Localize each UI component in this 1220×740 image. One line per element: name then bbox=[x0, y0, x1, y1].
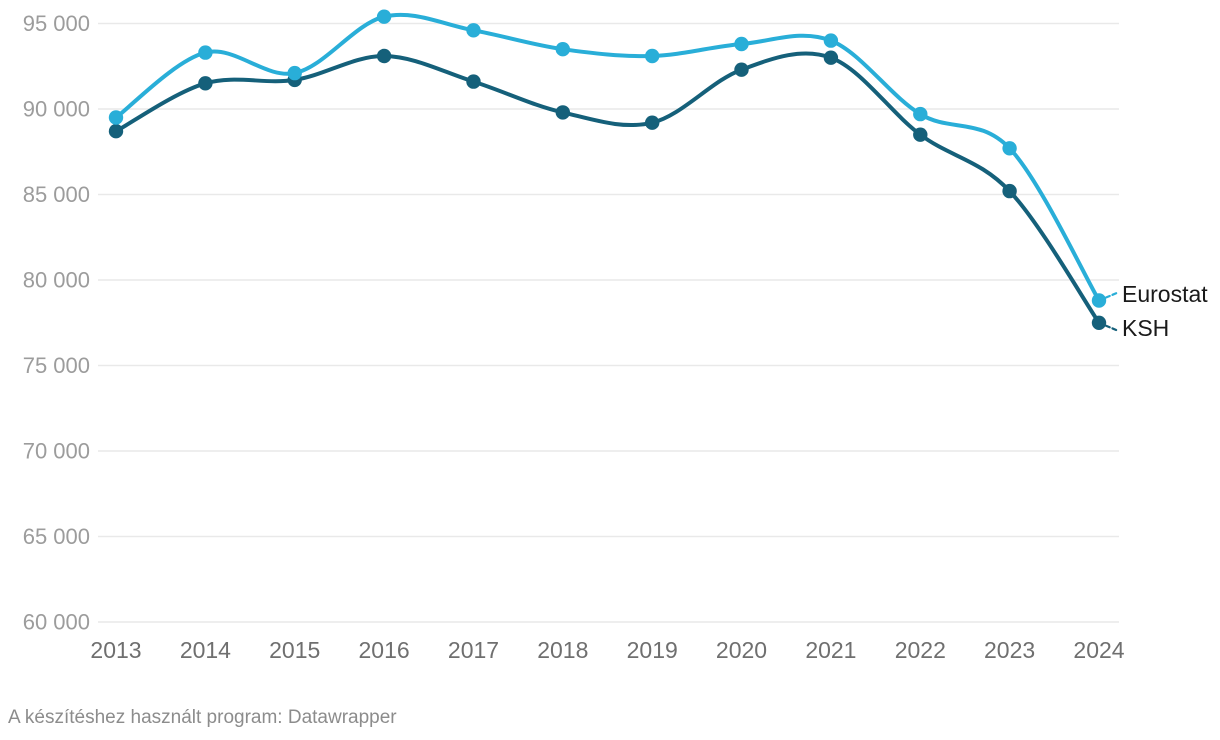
x-axis-tick-label: 2015 bbox=[269, 637, 320, 663]
data-point-eurostat-2019 bbox=[645, 48, 660, 64]
label-connector-eurostat bbox=[1104, 291, 1120, 299]
data-point-ksh-2020 bbox=[734, 62, 749, 77]
data-point-eurostat-2014 bbox=[198, 45, 213, 60]
y-axis-tick-label: 95 000 bbox=[23, 11, 90, 36]
x-axis-tick-label: 2016 bbox=[359, 637, 410, 663]
x-axis-tick-label: 2014 bbox=[180, 637, 231, 663]
x-axis-tick-label: 2023 bbox=[984, 637, 1035, 663]
data-point-eurostat-2018 bbox=[555, 42, 570, 57]
x-axis-tick-label: 2022 bbox=[895, 637, 946, 663]
y-axis-tick-label: 80 000 bbox=[23, 268, 90, 293]
data-point-ksh-2023 bbox=[1002, 183, 1017, 199]
y-axis-tick-label: 60 000 bbox=[23, 610, 90, 635]
data-point-eurostat-2015 bbox=[287, 65, 302, 81]
data-point-ksh-2019 bbox=[645, 115, 660, 130]
x-axis-tick-label: 2024 bbox=[1073, 637, 1124, 663]
data-point-ksh-2024 bbox=[1091, 315, 1107, 330]
data-point-eurostat-2021 bbox=[823, 33, 839, 48]
x-axis-tick-label: 2020 bbox=[716, 637, 767, 663]
data-point-eurostat-2020 bbox=[734, 36, 749, 52]
x-axis-tick-label: 2017 bbox=[448, 637, 499, 663]
data-point-ksh-2018 bbox=[555, 105, 570, 120]
y-axis-tick-label: 85 000 bbox=[23, 182, 90, 207]
data-point-ksh-2013 bbox=[108, 124, 124, 139]
series-label-eurostat: Eurostat bbox=[1122, 281, 1208, 307]
label-connector-ksh bbox=[1104, 324, 1120, 332]
x-axis-tick-label: 2021 bbox=[805, 637, 856, 663]
data-point-eurostat-2013 bbox=[108, 110, 124, 125]
line-eurostat bbox=[114, 12, 1101, 303]
attribution-text: A készítéshez használt program: Datawrap… bbox=[8, 707, 397, 728]
data-point-eurostat-2016 bbox=[376, 9, 392, 24]
data-point-eurostat-2024 bbox=[1091, 293, 1107, 308]
y-axis-tick-label: 65 000 bbox=[23, 524, 90, 549]
data-point-eurostat-2017 bbox=[466, 23, 481, 38]
data-point-ksh-2014 bbox=[198, 76, 213, 91]
data-point-eurostat-2022 bbox=[913, 106, 928, 122]
plot-area: 95 000 90 000 85 000 80 000 75 000 70 000 65 0… bbox=[23, 9, 1125, 663]
x-axis-tick-label: 2018 bbox=[537, 637, 588, 663]
y-axis-tick-label: 90 000 bbox=[23, 97, 90, 122]
data-point-ksh-2022 bbox=[913, 127, 928, 142]
data-point-ksh-2021 bbox=[823, 50, 839, 65]
data-point-ksh-2016 bbox=[376, 48, 392, 64]
data-point-eurostat-2023 bbox=[1002, 141, 1017, 156]
series-label-ksh: KSH bbox=[1122, 315, 1170, 341]
x-axis-tick-label: 2013 bbox=[90, 637, 141, 663]
y-axis-tick-label: 75 000 bbox=[23, 353, 90, 378]
y-axis-tick-label: 70 000 bbox=[23, 439, 90, 464]
line-ksh bbox=[114, 51, 1101, 325]
x-axis-tick-label: 2019 bbox=[627, 637, 678, 663]
data-point-ksh-2017 bbox=[466, 74, 481, 89]
